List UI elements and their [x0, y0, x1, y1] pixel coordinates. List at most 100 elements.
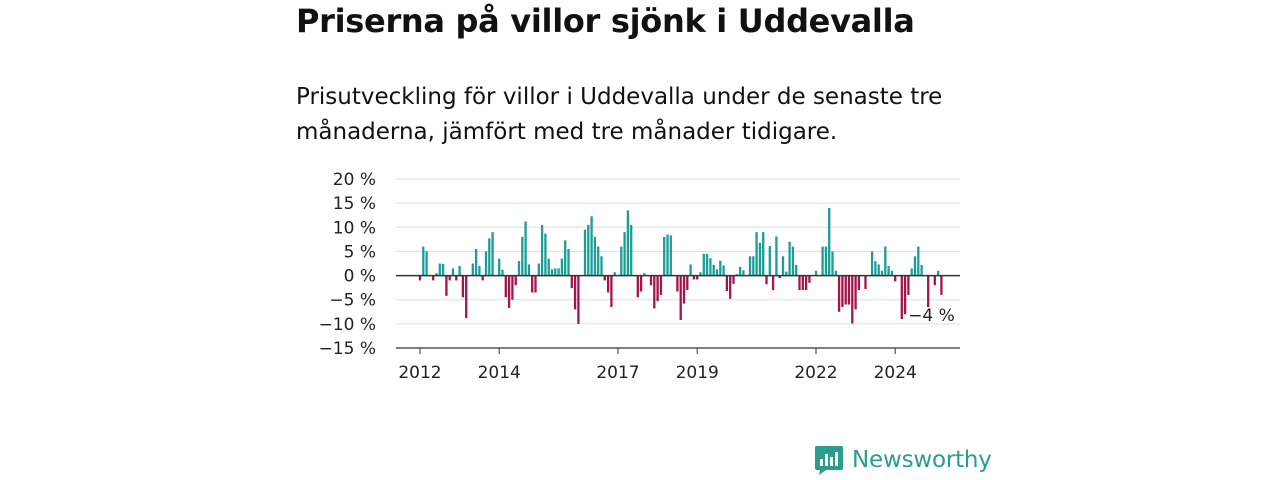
bar: [795, 264, 798, 276]
x-tick-label: 2022: [794, 363, 837, 383]
bar: [755, 232, 758, 276]
bar: [715, 269, 719, 276]
bar: [438, 263, 441, 276]
bar: [933, 275, 936, 286]
bar: [527, 264, 531, 276]
bar: [824, 246, 828, 276]
bar: [613, 272, 616, 276]
bar: [623, 232, 626, 276]
bar: [798, 275, 801, 291]
bar: [507, 275, 511, 308]
bar: [639, 275, 643, 292]
bar: [775, 236, 778, 276]
x-tick-label: 2024: [874, 363, 917, 383]
bar: [593, 236, 597, 276]
bar: [712, 264, 715, 276]
bar: [725, 275, 729, 292]
bar: [606, 275, 610, 293]
bar: [554, 268, 557, 276]
bar: [804, 275, 808, 291]
bar: [451, 268, 455, 276]
bar: [837, 275, 841, 312]
bar: [903, 275, 907, 315]
bar: [709, 258, 712, 276]
bar: [801, 275, 804, 291]
bar: [534, 275, 537, 293]
bar: [870, 251, 874, 276]
bar: [890, 270, 894, 276]
bar: [422, 246, 425, 276]
bar: [679, 275, 682, 320]
bar: [874, 261, 877, 276]
bar: [659, 275, 663, 295]
bar: [762, 232, 765, 276]
bar: [702, 253, 705, 276]
bar: [587, 224, 590, 276]
bar: [936, 270, 940, 276]
bar: [461, 275, 465, 298]
bar: [458, 265, 461, 276]
bar: [705, 253, 709, 276]
y-tick-label: 20 %: [333, 170, 376, 190]
bar: [910, 268, 913, 276]
bar: [425, 251, 428, 276]
bar: [481, 275, 484, 281]
bar: [501, 269, 504, 276]
bar: [626, 210, 630, 276]
bar: [484, 251, 488, 276]
bar: [785, 271, 788, 276]
bar: [682, 275, 686, 304]
newsworthy-logo-icon: [815, 446, 843, 475]
bar: [656, 275, 659, 302]
bar: [814, 270, 818, 276]
bar: [491, 232, 494, 276]
bar: [514, 275, 517, 286]
bar: [524, 221, 527, 276]
bar: [696, 275, 699, 280]
bar: [808, 275, 811, 283]
bar: [643, 273, 646, 276]
bar: [940, 275, 943, 295]
bar: [583, 229, 587, 276]
bar: [748, 256, 752, 276]
bar: [455, 275, 458, 281]
bar: [478, 265, 481, 276]
bar: [719, 260, 722, 276]
y-tick-label: 10 %: [333, 218, 376, 238]
bar: [573, 275, 577, 310]
bar: [894, 275, 897, 282]
bar: [765, 275, 768, 285]
bar: [610, 275, 613, 307]
bar: [699, 272, 702, 276]
bar: [504, 275, 507, 298]
last-value-label: −4 %: [908, 306, 955, 326]
bar: [547, 258, 550, 276]
bar: [758, 242, 762, 276]
bar: [834, 270, 837, 276]
bar: [880, 270, 884, 276]
bar: [531, 275, 534, 293]
bar: [577, 275, 580, 324]
bar: [722, 265, 725, 276]
x-tick-label: 2012: [398, 363, 441, 383]
bar: [913, 256, 917, 276]
bar: [831, 251, 834, 276]
chart-subtitle: Prisutveckling för villor i Uddevalla un…: [296, 84, 943, 145]
bar: [781, 256, 785, 276]
bar: [841, 275, 844, 307]
bar: [907, 275, 910, 295]
bar: [435, 273, 438, 276]
bar: [544, 233, 547, 276]
x-tick-label: 2017: [596, 363, 639, 383]
y-tick-label: 5 %: [344, 242, 376, 262]
bar: [857, 275, 861, 291]
bar: [742, 270, 745, 276]
bar: [630, 224, 633, 276]
bar: [441, 263, 445, 276]
bar: [851, 275, 854, 324]
bar: [474, 249, 478, 276]
bar: [669, 235, 672, 276]
bar: [729, 275, 732, 299]
bar: [653, 275, 656, 309]
brand-footer: Newsworthy: [814, 444, 992, 476]
